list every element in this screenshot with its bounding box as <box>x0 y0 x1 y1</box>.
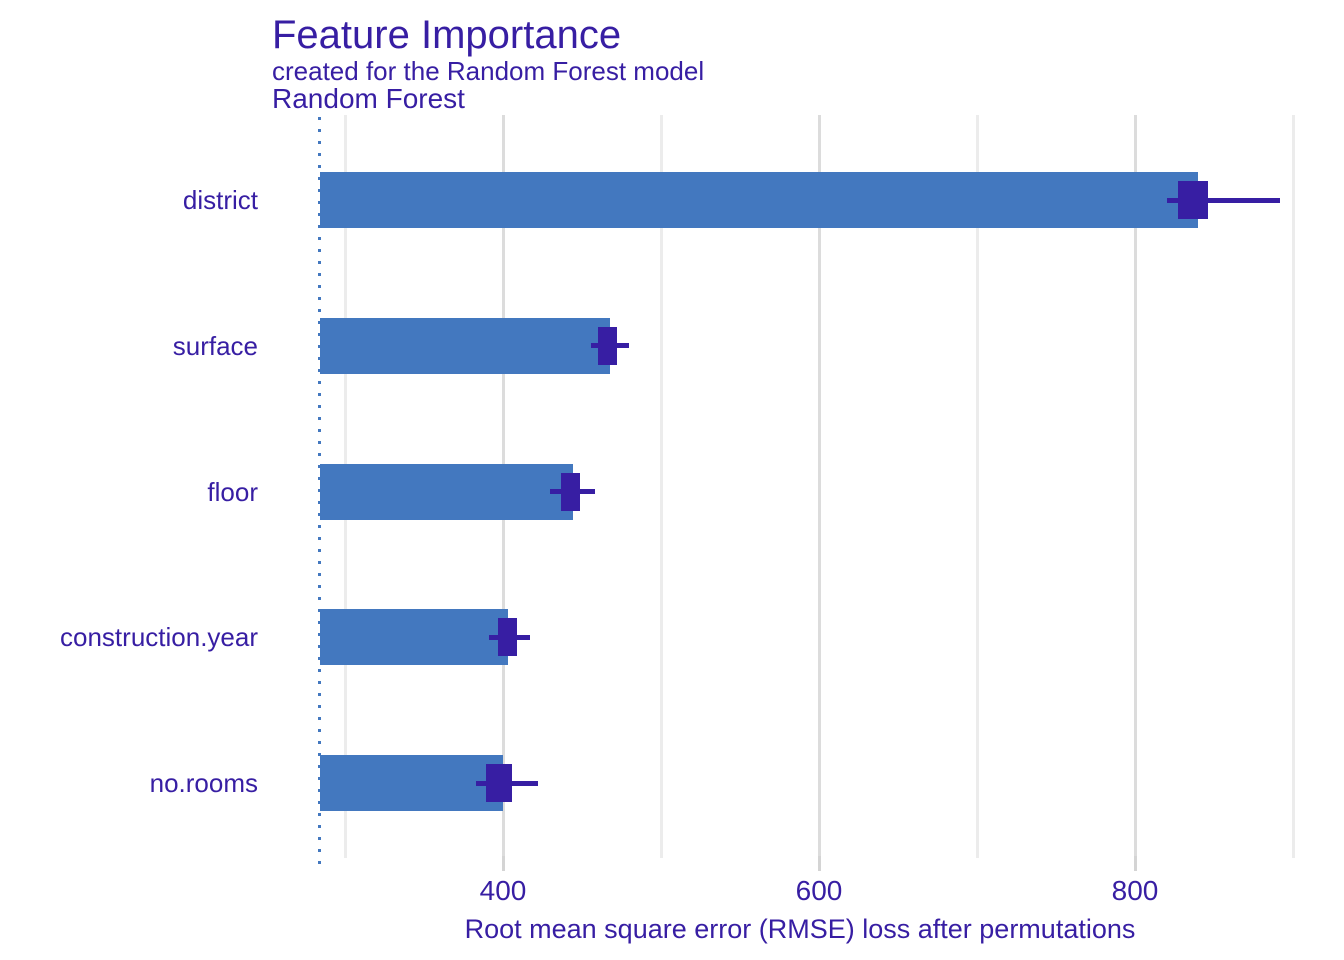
y-axis-label-floor: floor <box>207 476 258 507</box>
x-tick-label-400: 400 <box>479 875 527 906</box>
boxplot-box-floor <box>561 472 581 511</box>
x-tick-label-600: 600 <box>795 875 843 906</box>
x-axis-title: Root mean square error (RMSE) loss after… <box>464 914 1136 944</box>
gridline-minor-500 <box>659 115 663 858</box>
x-tick-mark-600 <box>817 856 821 871</box>
x-tick-label-800: 800 <box>1111 875 1159 906</box>
gridline-major-800 <box>1133 115 1137 858</box>
boxplot-box-construction.year <box>498 618 518 657</box>
x-tick-mark-400 <box>501 856 505 871</box>
gridline-minor-900 <box>1291 115 1295 858</box>
boxplot-box-district <box>1177 181 1208 219</box>
boxplot-box-no.rooms <box>485 764 513 802</box>
facet-label: Random Forest <box>272 83 465 114</box>
gridline-minor-700 <box>975 115 979 858</box>
gridline-major-600 <box>817 115 821 858</box>
y-axis-label-surface: surface <box>172 330 258 361</box>
y-axis-label-district: district <box>182 185 258 215</box>
bar-no.rooms <box>319 755 503 811</box>
y-axis-label-construction.year: construction.year <box>60 622 258 653</box>
chart-subtitle: created for the Random Forest model <box>272 56 705 86</box>
y-axis-label-no.rooms: no.rooms <box>149 768 258 798</box>
bar-floor <box>319 463 573 520</box>
x-tick-mark-800 <box>1133 856 1137 871</box>
boxplot-whisker-district <box>1166 197 1281 203</box>
boxplot-box-surface <box>597 326 617 365</box>
bar-district <box>319 172 1199 228</box>
chart-title: Feature Importance <box>272 13 622 57</box>
bar-construction.year <box>319 609 508 666</box>
bar-surface <box>319 317 611 374</box>
